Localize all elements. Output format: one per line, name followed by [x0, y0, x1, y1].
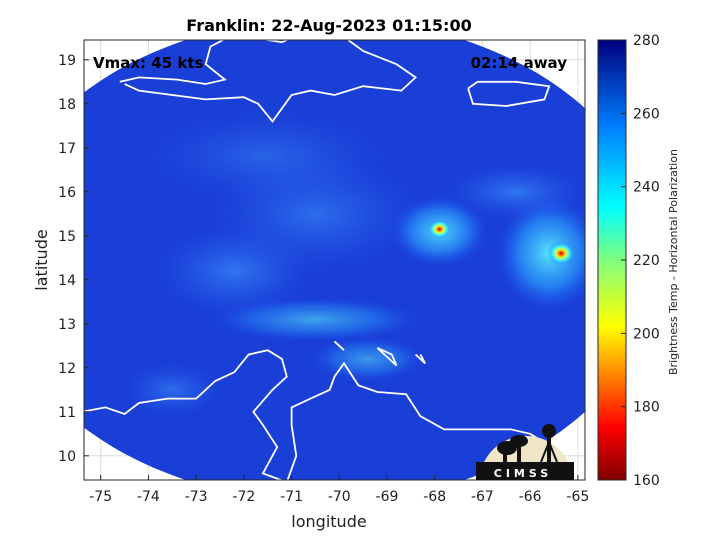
coastline — [84, 349, 583, 480]
coastline — [124, 40, 418, 123]
coastline — [414, 353, 426, 365]
cimss-logo: CIMSS — [476, 424, 574, 480]
chart-title: Franklin: 22-Aug-2023 01:15:00 — [186, 16, 471, 35]
satellite-swath — [84, 40, 585, 480]
y-tick-label: 11 — [58, 405, 76, 421]
x-tick-label: -73 — [185, 489, 208, 505]
vmax-label: Vmax: 45 kts — [93, 54, 203, 72]
x-tick-label: -74 — [137, 489, 160, 505]
x-tick-label: -70 — [328, 489, 351, 505]
x-tick-label: -69 — [376, 489, 399, 505]
coastline — [467, 80, 551, 107]
colorbar-tick-label: 240 — [633, 180, 660, 196]
coastline — [119, 40, 227, 85]
y-tick-label: 18 — [58, 97, 76, 113]
coastline — [572, 85, 583, 90]
colorbar-label: Brightness Temp - Horizontal Polarizatio… — [667, 149, 680, 375]
colorbar-tick-label: 220 — [633, 253, 660, 269]
x-tick-label: -66 — [519, 489, 542, 505]
y-tick-label: 16 — [58, 185, 76, 201]
colorbar-tick-label: 260 — [633, 106, 660, 122]
x-axis-label: longitude — [291, 512, 366, 531]
colorbar-ticks: 160 180 200 220 240 260 280 — [621, 33, 660, 489]
coastline — [333, 340, 345, 351]
y-tick-label: 19 — [58, 53, 76, 69]
y-axis: 10 11 12 13 14 15 16 17 18 19 — [58, 53, 89, 465]
x-tick-label: -68 — [423, 489, 446, 505]
x-tick-label: -72 — [232, 489, 255, 505]
coastlines — [84, 40, 583, 480]
time-away-label: 02:14 away — [471, 54, 568, 72]
y-tick-label: 12 — [58, 361, 76, 377]
y-tick-label: 10 — [58, 449, 76, 465]
y-axis-label: latitude — [32, 229, 51, 290]
colorbar-tick-label: 200 — [633, 326, 660, 342]
axes-frame — [83, 39, 586, 481]
y-tick-label: 17 — [58, 141, 76, 157]
y-tick-label: 14 — [58, 273, 76, 289]
colorbar-tick-label: 280 — [633, 33, 660, 49]
logo-text: CIMSS — [494, 467, 552, 480]
x-tick-label: -75 — [89, 489, 112, 505]
y-tick-label: 13 — [58, 317, 76, 333]
coastline — [376, 347, 398, 367]
x-tick-label: -67 — [471, 489, 494, 505]
colorbar-tick-label: 160 — [633, 473, 660, 489]
x-axis: -75 -74 -73 -72 -71 -70 -69 -68 -67 -66 -65 — [89, 475, 589, 505]
colorbar-tick-label: 180 — [633, 400, 660, 416]
x-tick-label: -65 — [566, 489, 589, 505]
y-tick-label: 15 — [58, 229, 76, 245]
x-tick-label: -71 — [280, 489, 303, 505]
